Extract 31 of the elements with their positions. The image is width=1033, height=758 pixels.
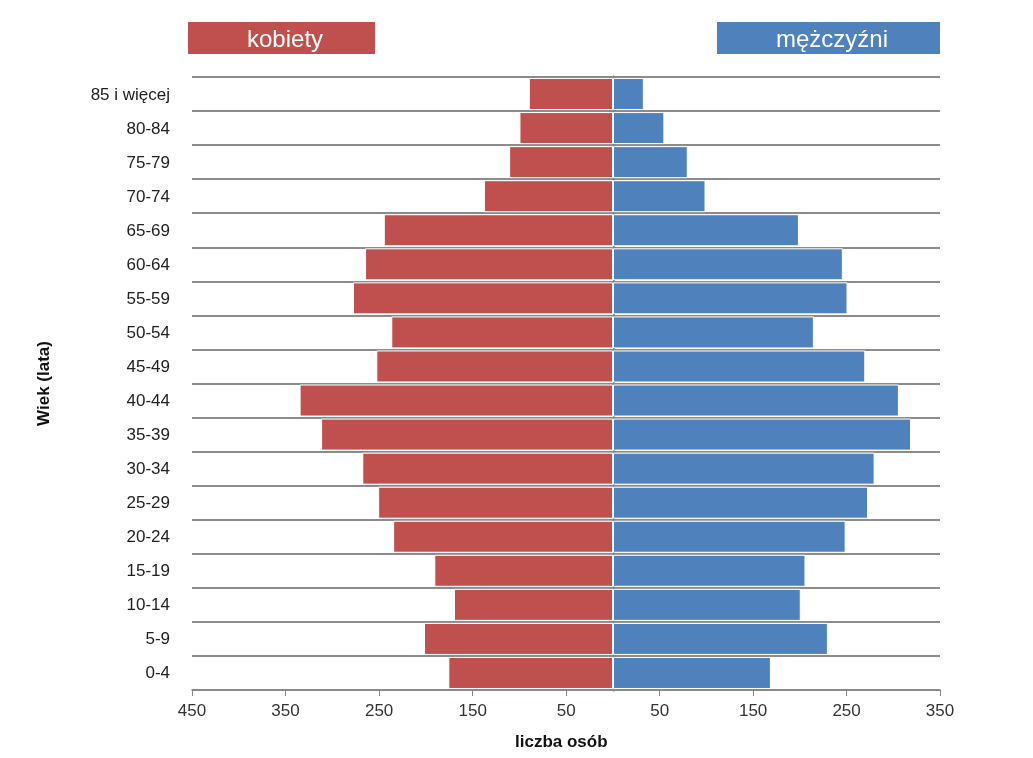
y-tick-label: 10-14 — [126, 595, 170, 615]
y-tick-label: 75-79 — [126, 152, 170, 172]
y-tick-label: 85 i więcej — [90, 84, 170, 104]
y-tick-label: 60-64 — [126, 254, 170, 274]
y-tick-label: 65-69 — [126, 220, 170, 240]
x-tick-label: 150 — [738, 701, 768, 720]
x-tick-label: 250 — [364, 701, 394, 720]
y-tick-label: 30-34 — [126, 459, 170, 479]
y-tick-label: 45-49 — [126, 356, 170, 376]
y-tick-label: 0-4 — [145, 663, 170, 683]
y-tick-label: 40-44 — [126, 391, 170, 411]
text: kobiety — [247, 24, 324, 52]
x-axis-title: liczba osób — [515, 732, 608, 751]
y-tick-label: 55-59 — [126, 288, 170, 308]
y-tick-label: 15-19 — [126, 561, 170, 581]
x-tick-label: 350 — [925, 701, 955, 720]
y-tick-label: 35-39 — [126, 425, 170, 445]
y-tick-label: 25-29 — [126, 493, 170, 513]
x-tick-label: 350 — [271, 701, 300, 720]
text: mężczyźni — [775, 24, 889, 52]
x-tick-label: 50 — [650, 701, 670, 720]
x-tick-label: 250 — [832, 701, 861, 720]
y-tick-label: 80-84 — [126, 118, 170, 138]
x-tick-label: 450 — [177, 701, 207, 720]
x-tick-label: 150 — [458, 701, 487, 720]
y-tick-label: 50-54 — [126, 322, 170, 342]
y-axis-title: Wiek (lata) — [34, 341, 53, 426]
x-tick-label: 50 — [556, 701, 576, 720]
y-tick-label: 70-74 — [126, 186, 170, 206]
y-tick-label: 20-24 — [126, 527, 170, 547]
y-tick-label: 5-9 — [145, 629, 170, 649]
